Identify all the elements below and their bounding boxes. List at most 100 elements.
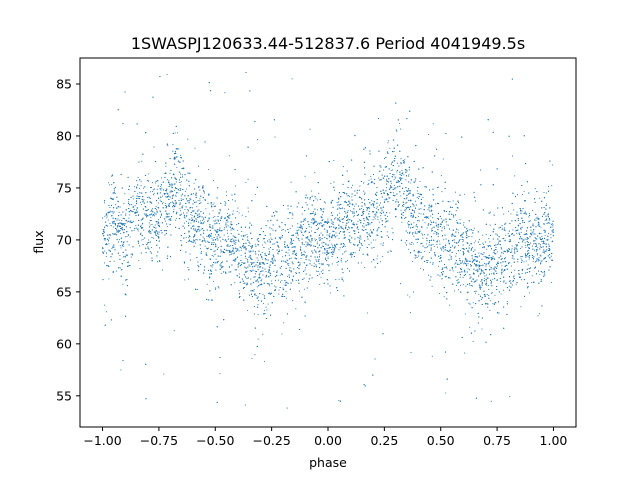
data-point: [288, 254, 290, 256]
data-point: [352, 227, 354, 229]
data-point: [199, 248, 201, 250]
data-point: [278, 249, 280, 251]
data-point: [342, 280, 345, 282]
data-point: [194, 147, 196, 149]
data-point: [405, 198, 407, 200]
data-point: [408, 248, 410, 250]
data-point: [152, 208, 154, 210]
data-point: [109, 206, 111, 208]
data-point: [344, 245, 346, 247]
data-point: [275, 210, 277, 212]
data-point: [432, 217, 434, 219]
data-point: [459, 284, 462, 286]
data-point: [419, 180, 421, 183]
data-point: [299, 262, 301, 264]
data-point: [266, 282, 268, 284]
data-point: [430, 220, 432, 222]
data-point: [482, 247, 484, 249]
data-point: [396, 171, 398, 173]
data-point: [537, 224, 539, 226]
data-point: [408, 174, 410, 176]
data-point: [235, 259, 237, 261]
data-point: [471, 247, 473, 249]
data-point: [454, 191, 457, 193]
data-point: [250, 282, 252, 285]
data-point: [370, 175, 372, 177]
data-point: [165, 165, 167, 167]
data-point: [397, 181, 399, 183]
data-point: [207, 235, 210, 237]
data-point: [363, 222, 365, 224]
data-point: [488, 289, 490, 291]
data-point: [481, 281, 483, 283]
data-point: [512, 280, 514, 283]
data-point: [220, 261, 223, 264]
data-point: [426, 227, 428, 229]
data-point: [263, 310, 265, 312]
data-point: [150, 210, 152, 213]
data-point: [118, 211, 120, 213]
data-point: [231, 252, 233, 254]
data-point: [184, 190, 186, 193]
data-point: [226, 250, 228, 252]
data-point: [485, 283, 487, 286]
data-point: [487, 285, 489, 287]
data-point: [187, 278, 190, 280]
data-point: [132, 221, 134, 223]
data-point: [115, 204, 117, 206]
data-point: [459, 239, 461, 241]
data-point: [324, 237, 326, 239]
data-point: [549, 222, 551, 224]
data-point: [443, 296, 445, 298]
data-point: [128, 234, 130, 236]
data-point: [390, 170, 392, 172]
data-point: [327, 256, 329, 258]
data-point: [227, 232, 229, 234]
data-point: [472, 251, 474, 253]
data-point: [311, 190, 313, 192]
data-point: [173, 208, 175, 210]
data-point: [316, 209, 318, 211]
data-point: [205, 247, 207, 249]
data-point: [103, 239, 105, 241]
data-point: [469, 263, 472, 266]
data-point: [541, 235, 543, 237]
data-point: [151, 213, 153, 215]
data-point: [163, 373, 165, 375]
data-point: [197, 261, 199, 263]
data-point: [488, 295, 490, 297]
data-point: [490, 268, 492, 270]
data-point: [515, 230, 517, 232]
data-point: [391, 173, 394, 175]
data-point: [246, 233, 248, 236]
data-point: [341, 261, 343, 263]
data-point: [353, 215, 355, 217]
data-point: [285, 262, 287, 264]
data-point: [170, 184, 172, 186]
data-point: [339, 226, 341, 228]
data-point: [418, 215, 420, 218]
data-point: [313, 262, 315, 264]
data-point: [128, 217, 130, 219]
data-point: [288, 264, 290, 267]
data-point: [291, 217, 293, 219]
data-point: [255, 295, 257, 297]
data-point: [505, 222, 507, 224]
data-point: [123, 203, 125, 205]
data-point: [156, 211, 158, 213]
data-point: [249, 269, 251, 271]
data-point: [420, 213, 422, 215]
data-point: [216, 235, 218, 238]
data-point: [406, 232, 409, 234]
data-point: [115, 270, 117, 272]
data-point: [529, 220, 531, 222]
data-point: [319, 273, 321, 275]
data-point: [256, 286, 258, 288]
data-point: [431, 228, 433, 230]
data-point: [123, 218, 126, 220]
data-point: [212, 210, 214, 212]
data-point: [457, 271, 459, 273]
data-point: [148, 239, 150, 241]
data-point: [120, 369, 122, 371]
data-point: [539, 313, 541, 315]
